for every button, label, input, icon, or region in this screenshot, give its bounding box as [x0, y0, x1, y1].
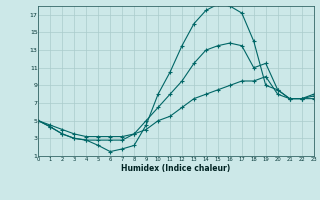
X-axis label: Humidex (Indice chaleur): Humidex (Indice chaleur): [121, 164, 231, 173]
